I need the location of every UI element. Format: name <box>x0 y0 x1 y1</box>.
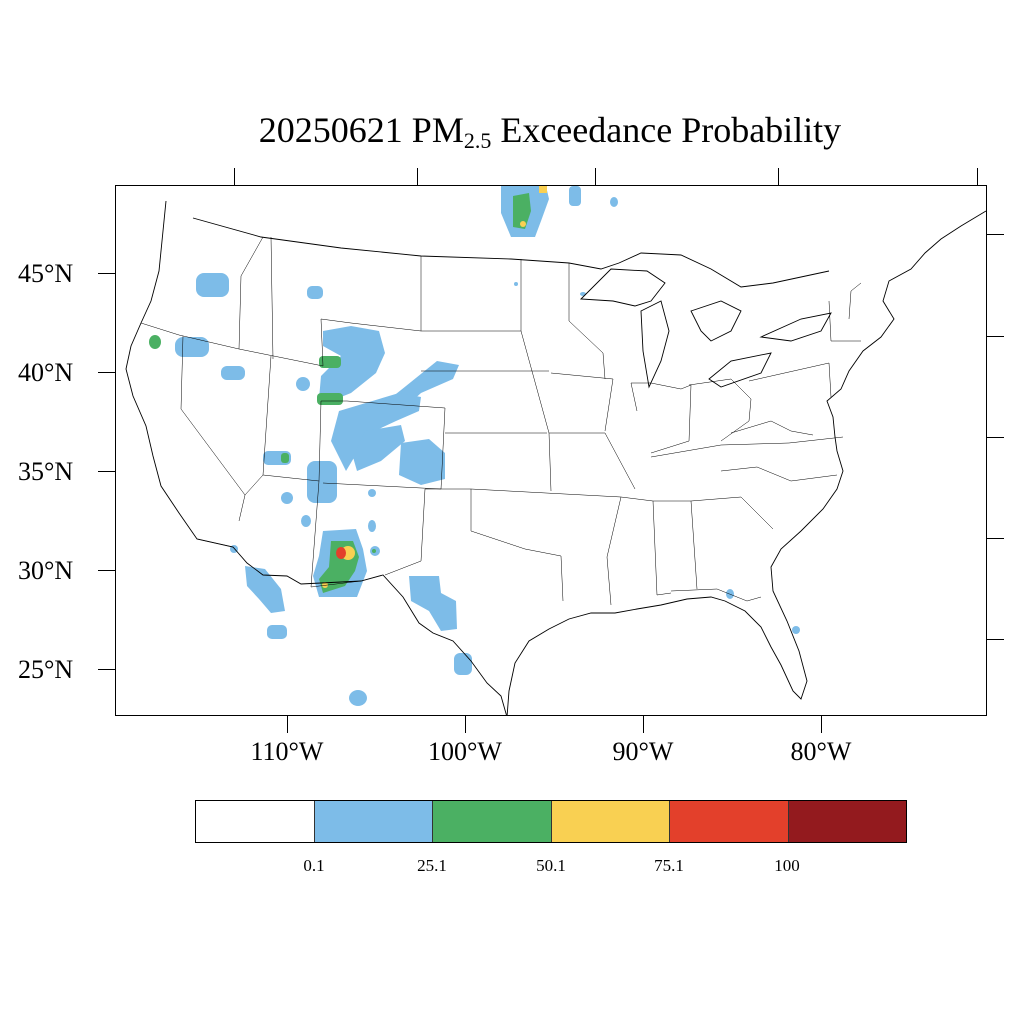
title-suffix: Exceedance Probability <box>491 110 842 150</box>
bottom-tick <box>643 716 644 733</box>
probability-area <box>513 193 531 229</box>
colorbar-segment <box>314 801 433 842</box>
lat-label: 25°N <box>18 655 74 684</box>
colorbar-segment <box>196 801 315 842</box>
probability-area <box>281 492 293 504</box>
map-svg <box>125 186 986 715</box>
page-title: 20250621 PM2.5 Exceedance Probability <box>0 108 1024 163</box>
right-tick <box>987 538 1004 539</box>
probability-area <box>149 335 161 349</box>
probability-area <box>569 186 581 206</box>
probability-area <box>317 393 343 405</box>
bottom-tick <box>821 716 822 733</box>
lat-label: 40°N <box>18 358 74 387</box>
bottom-tick <box>465 716 466 733</box>
probability-area <box>175 337 209 357</box>
title-subscript: 2.5 <box>463 128 492 153</box>
colorbar-label: 100 <box>774 856 800 875</box>
lon-label: 80°W <box>790 737 852 766</box>
probability-area <box>409 576 457 631</box>
bottom-tick <box>287 716 288 733</box>
left-tick <box>98 273 115 274</box>
colorbar-segment <box>788 801 906 842</box>
right-tick <box>987 437 1004 438</box>
title-prefix: 20250621 PM <box>258 110 464 150</box>
probability-area <box>792 626 800 634</box>
lat-label: 35°N <box>18 457 74 486</box>
lon-label: 100°W <box>428 737 502 766</box>
colorbar-label: 50.1 <box>536 856 566 875</box>
lon-label: 90°W <box>612 737 674 766</box>
coastline <box>125 200 986 715</box>
probability-area <box>319 326 385 401</box>
right-tick <box>987 234 1004 235</box>
probability-area <box>349 690 367 706</box>
probability-area <box>307 286 323 299</box>
probability-area <box>307 461 337 503</box>
probability-area <box>353 425 405 471</box>
colorbar-label: 25.1 <box>417 856 447 875</box>
top-tick <box>595 168 596 185</box>
colorbar-segment <box>551 801 670 842</box>
left-tick <box>98 372 115 373</box>
top-tick <box>977 168 978 185</box>
probability-area <box>514 282 518 286</box>
probability-area <box>245 566 285 613</box>
probability-area <box>454 653 472 675</box>
probability-area <box>336 547 346 559</box>
probability-fills <box>149 186 800 706</box>
lat-label: 45°N <box>18 259 74 288</box>
left-tick <box>98 669 115 670</box>
probability-area <box>520 221 526 227</box>
state-borders <box>140 236 862 606</box>
lon-label: 110°W <box>250 737 324 766</box>
map-frame <box>115 185 987 716</box>
lat-label: 30°N <box>18 556 74 585</box>
probability-area <box>368 489 376 497</box>
probability-area <box>372 549 376 553</box>
probability-area <box>196 273 229 297</box>
probability-area <box>296 377 310 391</box>
probability-area <box>221 366 245 380</box>
probability-area <box>399 439 445 485</box>
left-tick <box>98 570 115 571</box>
probability-area <box>610 197 618 207</box>
probability-area <box>368 520 376 532</box>
right-tick <box>987 336 1004 337</box>
top-tick <box>417 168 418 185</box>
colorbar-segment <box>433 801 552 842</box>
probability-area <box>301 515 311 527</box>
colorbar-label: 0.1 <box>303 856 325 875</box>
colorbar-segment <box>670 801 789 842</box>
probability-area <box>267 625 287 639</box>
top-tick <box>234 168 235 185</box>
probability-area <box>331 393 421 471</box>
colorbar-label: 75.1 <box>654 856 684 875</box>
probability-area <box>322 582 328 588</box>
probability-area <box>281 453 289 463</box>
left-tick <box>98 471 115 472</box>
top-tick <box>778 168 779 185</box>
probability-area <box>539 186 547 193</box>
colorbar <box>195 800 907 843</box>
probability-area <box>319 356 341 368</box>
right-tick <box>987 639 1004 640</box>
